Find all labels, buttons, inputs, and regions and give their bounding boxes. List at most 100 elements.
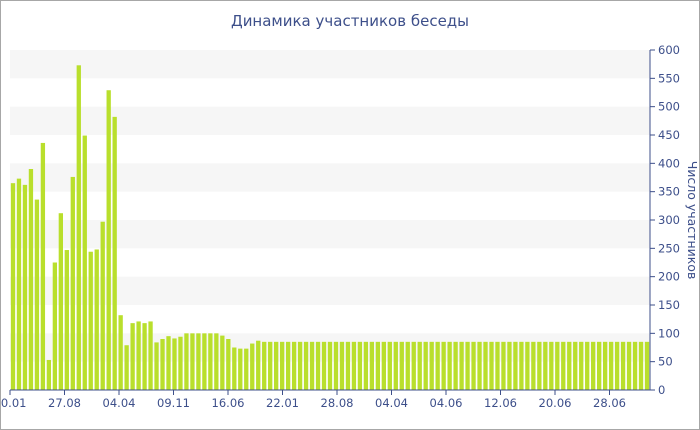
bar: [531, 341, 536, 390]
bar: [614, 341, 620, 390]
bar: [321, 341, 327, 390]
bar: [214, 333, 219, 390]
x-tick-label: 28.06: [593, 396, 626, 410]
bar: [274, 341, 279, 390]
x-tick-label: 16.06: [212, 396, 245, 410]
bar: [489, 341, 494, 390]
bar: [369, 341, 375, 390]
bar: [620, 341, 626, 390]
bar: [70, 176, 75, 390]
y-tick-label: 0: [658, 383, 665, 397]
bar: [423, 341, 428, 390]
bar: [561, 341, 566, 390]
bar: [513, 341, 518, 390]
bar: [381, 341, 386, 390]
bar: [411, 341, 416, 390]
bar: [399, 341, 404, 390]
bar: [363, 341, 369, 390]
bar: [232, 347, 237, 390]
grid-band: [10, 163, 650, 192]
bar: [519, 341, 524, 390]
bar: [585, 341, 590, 390]
bar: [608, 341, 614, 390]
y-tick-label: 500: [658, 100, 680, 114]
bar: [279, 341, 285, 390]
bar: [549, 341, 554, 390]
bar: [106, 90, 111, 390]
bar: [285, 341, 291, 390]
bar: [405, 341, 410, 390]
bar: [543, 341, 548, 390]
x-tick-label: 04.04: [375, 396, 408, 410]
bar: [22, 184, 28, 390]
bar: [136, 321, 141, 390]
bar: [220, 335, 225, 390]
bar: [483, 341, 488, 390]
bar: [579, 341, 584, 390]
bar: [190, 333, 195, 390]
bar: [238, 348, 243, 390]
grid-band: [10, 106, 650, 135]
bar: [100, 221, 105, 390]
x-tick-label: 27.08: [48, 396, 81, 410]
bar: [351, 341, 357, 390]
bar: [28, 169, 34, 390]
bar: [40, 142, 46, 390]
bar: [495, 341, 500, 390]
bar: [262, 341, 267, 390]
bar: [130, 323, 135, 390]
bar: [196, 333, 201, 390]
bar: [291, 341, 297, 390]
x-tick-label: 20.01: [0, 396, 26, 410]
y-tick-label: 450: [658, 128, 680, 142]
bar: [567, 341, 572, 390]
bar: [250, 343, 255, 390]
bar: [309, 341, 315, 390]
y-tick-label: 550: [658, 71, 680, 85]
bar: [118, 315, 123, 390]
bar: [10, 183, 16, 390]
bar: [303, 341, 309, 390]
bar: [537, 341, 542, 390]
y-tick-label: 400: [658, 156, 680, 170]
bar: [256, 340, 261, 390]
bar: [638, 341, 644, 390]
bar: [82, 135, 87, 390]
y-tick-label: 600: [658, 43, 680, 57]
bar: [447, 341, 452, 390]
bar: [142, 323, 147, 390]
bar: [94, 249, 99, 390]
bar: [459, 341, 464, 390]
bar: [507, 341, 512, 390]
bar: [327, 341, 333, 390]
bar: [160, 339, 165, 390]
bar: [345, 341, 351, 390]
x-tick-label: 22.01: [266, 396, 299, 410]
bar: [471, 341, 476, 390]
bar: [453, 341, 458, 390]
chart-title: Динамика участников беседы: [230, 12, 470, 30]
x-tick-label: 28.08: [321, 396, 354, 410]
bar: [602, 341, 608, 390]
bar: [357, 341, 363, 390]
bar: [178, 336, 183, 390]
y-tick-label: 350: [658, 185, 680, 199]
bar: [208, 333, 213, 390]
bar: [525, 341, 530, 390]
bar: [76, 65, 81, 391]
bar: [375, 341, 381, 390]
bar: [202, 333, 207, 390]
bar: [333, 341, 339, 390]
bar: [597, 341, 602, 390]
bar: [148, 321, 153, 390]
grid-band: [10, 50, 650, 79]
bar: [632, 341, 638, 390]
bar: [441, 341, 446, 390]
grid-band: [10, 220, 650, 249]
grid-band: [10, 276, 650, 305]
y-tick-label: 200: [658, 270, 680, 284]
y-tick-label: 100: [658, 326, 680, 340]
bar: [573, 341, 578, 390]
bar: [46, 359, 52, 390]
